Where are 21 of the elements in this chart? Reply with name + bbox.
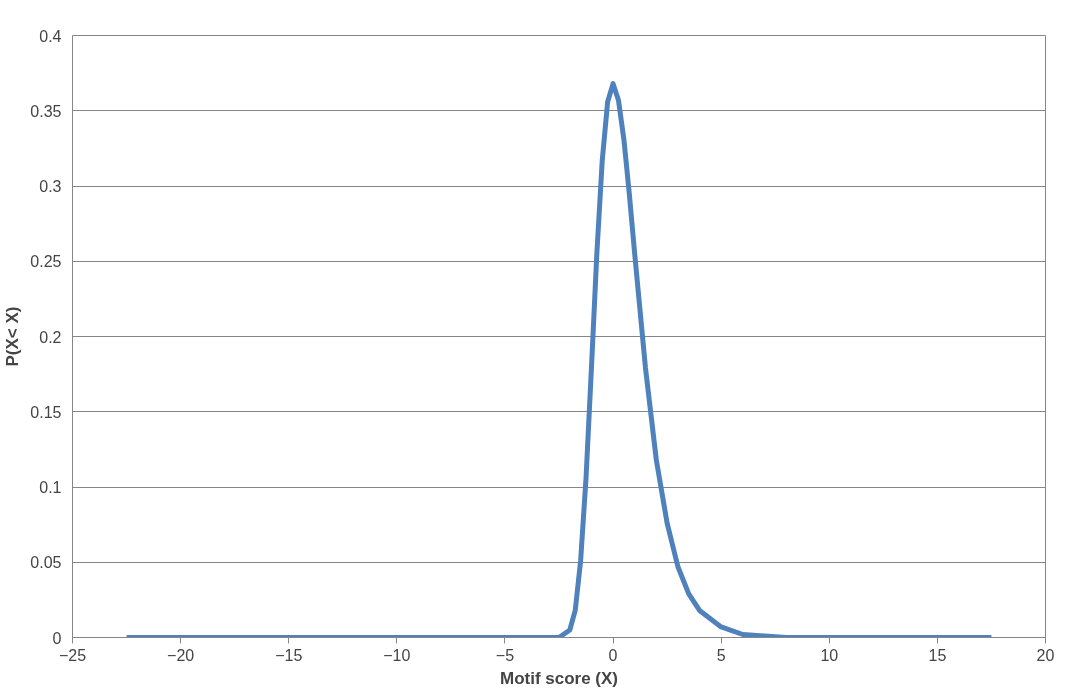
x-tick-label: 5 <box>716 646 726 664</box>
y-tick-label: 0.3 <box>39 178 62 195</box>
x-axis-title: Motif score (X) <box>499 668 619 688</box>
x-tick-label: −5 <box>495 646 515 664</box>
x-tick-label: 20 <box>1036 646 1055 664</box>
y-tick-label: 0.2 <box>39 328 62 346</box>
y-tick-label: 0.35 <box>30 102 62 120</box>
x-tick-label: −15 <box>275 646 303 664</box>
y-tick-label: 0.15 <box>30 403 62 421</box>
x-tick-label: 15 <box>928 646 947 664</box>
y-tick-label: 0.25 <box>30 253 62 271</box>
y-axis-title: P(X< X) <box>3 306 23 367</box>
x-tick-label: −25 <box>58 646 87 664</box>
x-tick-label: −10 <box>383 646 411 664</box>
y-tick-label: 0.05 <box>30 554 62 572</box>
x-tick-label: −20 <box>167 646 195 664</box>
y-tick-label: 0.4 <box>39 27 62 45</box>
x-tick-label: 10 <box>820 646 839 664</box>
y-tick-label: 0.1 <box>39 479 62 496</box>
x-tick-label: 0 <box>608 646 618 664</box>
y-tick-label: 0 <box>52 629 62 647</box>
